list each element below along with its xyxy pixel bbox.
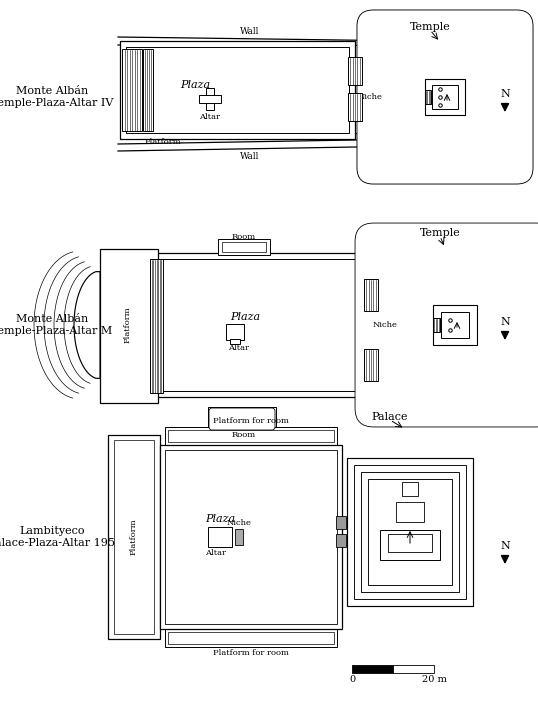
Bar	[361, 472, 459, 592]
Bar	[165, 629, 337, 647]
Text: Monte Albán
Temple-Plaza-Altar IV: Monte Albán Temple-Plaza-Altar IV	[0, 86, 113, 108]
Bar	[388, 534, 432, 552]
Bar	[347, 458, 473, 606]
Bar	[425, 90, 431, 104]
Bar	[348, 57, 362, 85]
Text: Room: Room	[232, 233, 256, 241]
FancyBboxPatch shape	[402, 270, 508, 380]
Text: Platform for room: Platform for room	[213, 649, 289, 657]
Bar	[235, 529, 243, 545]
Text: N: N	[500, 541, 510, 551]
Bar	[100, 249, 158, 403]
FancyBboxPatch shape	[366, 19, 523, 175]
Text: Temple: Temple	[409, 22, 450, 32]
Polygon shape	[74, 271, 100, 379]
FancyBboxPatch shape	[383, 251, 527, 399]
Text: Palace: Palace	[372, 412, 408, 422]
Bar	[393, 665, 434, 673]
Bar	[150, 259, 163, 393]
Bar	[108, 435, 160, 639]
Bar	[199, 95, 221, 103]
Bar	[433, 318, 440, 332]
Text: Platform: Platform	[145, 138, 182, 146]
Bar	[168, 430, 334, 442]
Bar	[208, 407, 276, 429]
FancyBboxPatch shape	[404, 57, 486, 137]
Bar	[370, 259, 388, 391]
Bar	[165, 450, 337, 624]
Text: Wall: Wall	[240, 152, 260, 161]
Bar	[114, 440, 154, 634]
FancyBboxPatch shape	[421, 289, 489, 361]
Bar	[368, 479, 452, 585]
FancyBboxPatch shape	[394, 48, 495, 147]
FancyBboxPatch shape	[364, 233, 538, 417]
Text: Room: Room	[232, 431, 256, 439]
Text: Platform: Platform	[124, 307, 132, 343]
Text: Plaza: Plaza	[180, 80, 210, 90]
Bar	[230, 339, 240, 344]
Bar	[120, 41, 355, 139]
Text: Altar: Altar	[206, 549, 226, 557]
Text: Plaza: Plaza	[205, 514, 235, 524]
Text: N: N	[500, 317, 510, 327]
Bar	[402, 482, 418, 496]
FancyBboxPatch shape	[355, 223, 538, 427]
Text: 20 m: 20 m	[422, 675, 447, 684]
Bar	[168, 632, 334, 644]
Text: Platform: Platform	[130, 519, 138, 556]
Bar	[165, 427, 337, 445]
Bar	[433, 305, 477, 345]
Text: Niche: Niche	[226, 519, 251, 527]
FancyBboxPatch shape	[385, 38, 505, 156]
Bar	[143, 49, 153, 131]
FancyBboxPatch shape	[374, 242, 536, 408]
Text: Lambityeco
Palace-Plaza-Altar 195: Lambityeco Palace-Plaza-Altar 195	[0, 526, 116, 548]
Bar	[336, 534, 346, 547]
FancyBboxPatch shape	[412, 279, 499, 371]
FancyBboxPatch shape	[357, 10, 533, 184]
Bar	[208, 527, 232, 547]
Text: Wall: Wall	[240, 27, 260, 36]
Bar	[352, 665, 393, 673]
Text: Altar: Altar	[229, 344, 250, 352]
Bar	[425, 79, 465, 115]
Bar	[354, 465, 466, 599]
Text: Niche: Niche	[373, 321, 398, 329]
Bar	[126, 47, 349, 133]
Bar	[355, 45, 375, 133]
Text: Niche: Niche	[358, 93, 383, 101]
Bar	[396, 502, 424, 522]
Bar	[441, 312, 469, 338]
Text: Temple: Temple	[420, 228, 461, 238]
FancyBboxPatch shape	[209, 408, 275, 430]
Bar	[226, 324, 244, 340]
Text: 0: 0	[349, 675, 355, 684]
Bar	[364, 279, 378, 311]
Bar	[161, 259, 364, 391]
Text: Platform for room: Platform for room	[213, 417, 289, 425]
Bar	[222, 242, 266, 252]
Bar	[206, 88, 214, 110]
Bar	[122, 49, 142, 131]
Bar	[348, 93, 362, 121]
FancyBboxPatch shape	[393, 261, 518, 389]
Bar	[218, 239, 270, 255]
Bar	[380, 530, 440, 560]
Bar	[432, 85, 458, 109]
Bar	[155, 253, 370, 397]
Bar	[160, 445, 342, 629]
Text: Plaza: Plaza	[230, 312, 260, 322]
Text: Altar: Altar	[200, 114, 221, 121]
Text: N: N	[500, 89, 510, 99]
Bar	[364, 349, 378, 381]
Bar	[336, 516, 346, 529]
FancyBboxPatch shape	[376, 29, 514, 165]
Text: Monte Albán
Temple-Plaza-Altar M: Monte Albán Temple-Plaza-Altar M	[0, 314, 112, 336]
FancyBboxPatch shape	[413, 66, 477, 128]
